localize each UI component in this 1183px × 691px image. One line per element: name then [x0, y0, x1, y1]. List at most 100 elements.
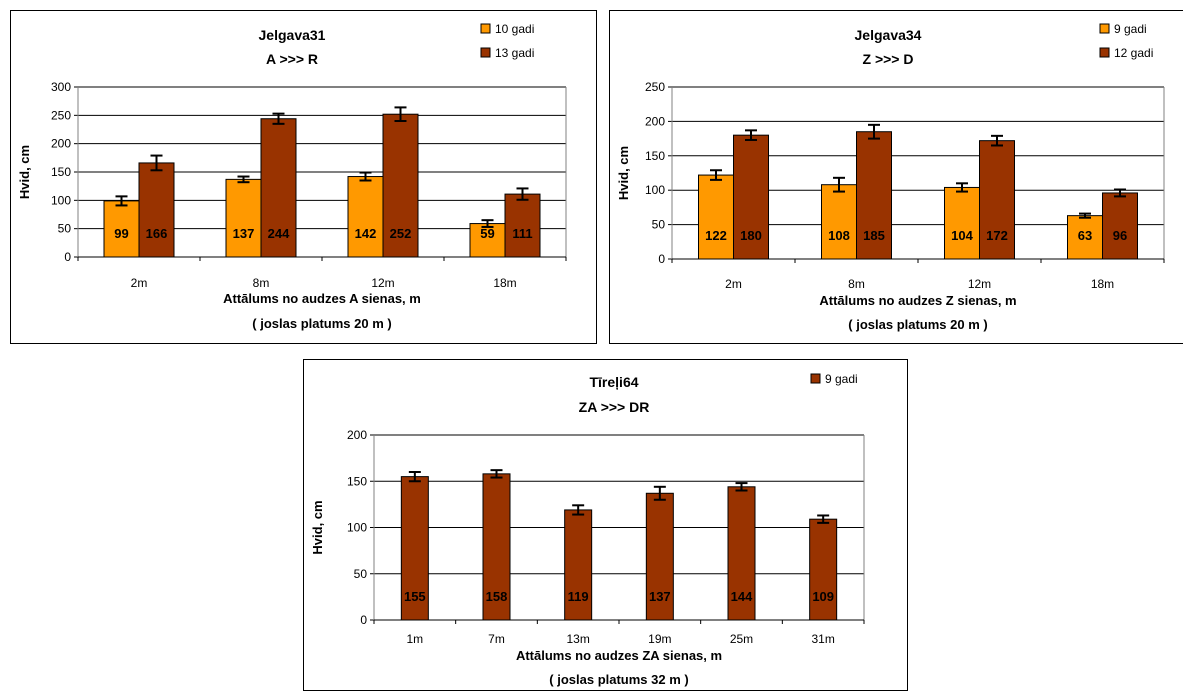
data-label: 59 — [480, 226, 494, 241]
bar — [733, 134, 769, 260]
data-label: 111 — [512, 226, 532, 241]
bar — [382, 113, 419, 258]
y-tick-label: 200 — [51, 137, 71, 151]
x-axis-label: Attālums no audzes Z sienas, m — [819, 293, 1016, 308]
x-tick-label: 8m — [848, 277, 865, 291]
bar — [1102, 192, 1138, 260]
bar — [260, 118, 297, 258]
chart-panel-jelgava34: Jelgava34 Z >>> D 0 50 100 150 200 250 2m 122 180 8… — [609, 10, 1183, 344]
bar — [809, 518, 838, 621]
chart-title: Jelgava34 — [855, 27, 922, 43]
x-tick-label: 18m — [1091, 277, 1114, 291]
x-tick-label: 18m — [493, 276, 516, 290]
y-tick-label: 250 — [51, 108, 71, 122]
legend-label: 13 gadi — [495, 46, 534, 60]
x-tick-label: 13m — [566, 632, 589, 646]
bar — [698, 174, 734, 260]
y-tick-label: 0 — [360, 613, 367, 627]
bar — [400, 476, 429, 621]
x-tick-label: 2m — [131, 276, 148, 290]
chart-panel-tireli64: Tīreļi64 ZA >>> DR 0 50 100 150 200 1m 155 7m 158 1… — [303, 359, 908, 691]
x-axis-label: Attālums no audzes A sienas, m — [223, 291, 421, 306]
y-tick-label: 150 — [347, 474, 367, 488]
data-label: 185 — [863, 228, 885, 243]
legend-swatch — [480, 23, 491, 34]
data-label: 122 — [705, 228, 727, 243]
chart-title: Jelgava31 — [259, 27, 326, 43]
y-tick-label: 150 — [51, 165, 71, 179]
bar — [944, 186, 980, 260]
chart-jelgava34: Jelgava34 Z >>> D 0 50 100 150 200 250 2m 122 180 8… — [616, 22, 1165, 332]
bar — [138, 162, 175, 258]
chart-subtitle: A >>> R — [266, 51, 318, 67]
y-tick-label: 250 — [645, 80, 665, 94]
legend-swatch — [1099, 47, 1110, 58]
x-axis-sublabel: ( joslas platums 32 m ) — [549, 672, 688, 687]
y-tick-label: 0 — [64, 250, 71, 264]
y-tick-label: 0 — [658, 252, 665, 266]
chart-jelgava31: Jelgava31 A >>> R 0 50 100 150 200 250 300 2m 99 16… — [17, 22, 567, 331]
bar — [103, 200, 140, 258]
chart-subtitle: ZA >>> DR — [579, 399, 650, 415]
data-label: 244 — [268, 226, 290, 241]
bar — [856, 131, 892, 260]
data-label: 108 — [828, 228, 850, 243]
x-tick-label: 7m — [488, 632, 505, 646]
y-tick-label: 50 — [58, 222, 72, 236]
bar — [564, 509, 593, 621]
bar — [347, 176, 384, 258]
data-label: 96 — [1113, 228, 1127, 243]
x-axis-sublabel: ( joslas platums 20 m ) — [848, 317, 987, 332]
x-tick-label: 19m — [648, 632, 671, 646]
bar — [504, 193, 541, 258]
chart-tireli64: Tīreļi64 ZA >>> DR 0 50 100 150 200 1m 155 7m 158 1… — [310, 372, 865, 687]
y-tick-label: 100 — [51, 193, 71, 207]
data-label: 252 — [390, 226, 412, 241]
y-axis-label: Hvid, cm — [17, 145, 32, 199]
y-tick-label: 300 — [51, 80, 71, 94]
data-label: 166 — [146, 226, 168, 241]
data-label: 63 — [1078, 228, 1092, 243]
x-tick-label: 31m — [811, 632, 834, 646]
x-tick-label: 25m — [730, 632, 753, 646]
y-axis-label: Hvid, cm — [616, 146, 631, 200]
data-label: 155 — [404, 589, 426, 604]
data-label: 109 — [812, 589, 834, 604]
y-tick-label: 200 — [645, 114, 665, 128]
bar — [821, 184, 857, 260]
y-tick-label: 100 — [645, 183, 665, 197]
legend-label: 9 gadi — [1114, 22, 1147, 36]
chart-title: Tīreļi64 — [589, 374, 638, 390]
bar — [225, 178, 262, 258]
data-label: 137 — [649, 589, 671, 604]
bar — [979, 140, 1015, 260]
x-tick-label: 8m — [253, 276, 270, 290]
legend-label: 9 gadi — [825, 372, 858, 386]
legend-swatch — [480, 47, 491, 58]
x-tick-label: 12m — [371, 276, 394, 290]
x-tick-label: 12m — [968, 277, 991, 291]
bar — [727, 486, 756, 621]
x-tick-label: 1m — [406, 632, 423, 646]
y-tick-label: 100 — [347, 521, 367, 535]
y-tick-label: 50 — [354, 567, 368, 581]
x-axis-sublabel: ( joslas platums 20 m ) — [252, 316, 391, 331]
data-label: 142 — [355, 226, 377, 241]
data-label: 158 — [486, 589, 508, 604]
x-tick-label: 2m — [725, 277, 742, 291]
legend-swatch — [1099, 23, 1110, 34]
chart-panel-jelgava31: Jelgava31 A >>> R 0 50 100 150 200 250 300 2m 99 16… — [10, 10, 597, 344]
y-tick-label: 150 — [645, 149, 665, 163]
y-axis-label: Hvid, cm — [310, 500, 325, 554]
data-label: 99 — [114, 226, 128, 241]
x-axis-label: Attālums no audzes ZA sienas, m — [516, 648, 722, 663]
y-tick-label: 200 — [347, 428, 367, 442]
data-label: 180 — [740, 228, 762, 243]
data-label: 104 — [951, 228, 973, 243]
legend-label: 12 gadi — [1114, 46, 1153, 60]
legend-swatch — [810, 373, 821, 384]
data-label: 144 — [731, 589, 753, 604]
bar — [482, 473, 511, 621]
data-label: 172 — [986, 228, 1008, 243]
chart-subtitle: Z >>> D — [863, 51, 914, 67]
